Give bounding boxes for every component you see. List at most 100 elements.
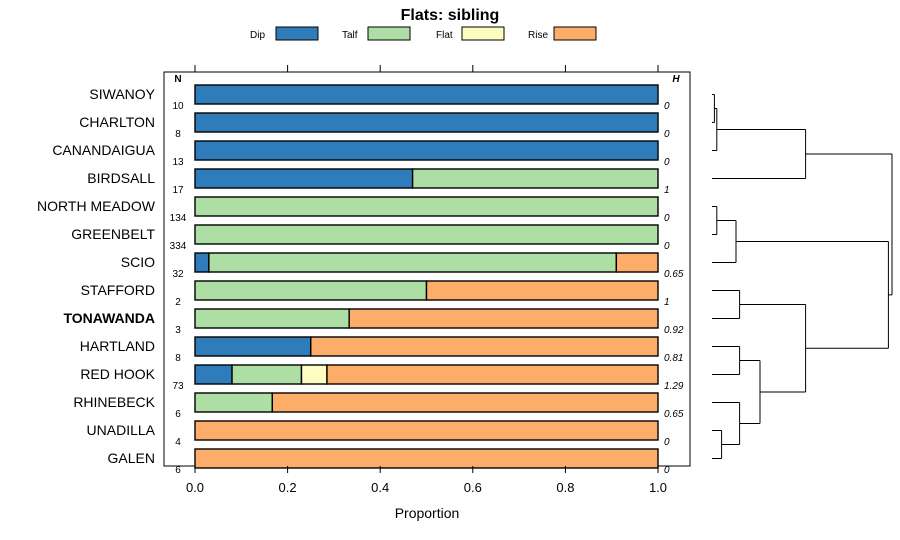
bar-segment-flat: [300, 364, 328, 385]
bar-segment-dip: [194, 364, 233, 385]
category-label: HARTLAND: [80, 338, 155, 354]
n-value: 32: [172, 269, 184, 280]
category-label: SCIO: [121, 254, 155, 270]
bar-row-greenbelt: GREENBELT 334 0: [71, 224, 670, 252]
legend-label-rise: Rise: [528, 30, 548, 41]
dendrogram: [712, 94, 893, 459]
n-value: 73: [172, 381, 184, 392]
bar-row-canandaigua: CANANDAIGUA 13 0: [52, 140, 670, 168]
h-value: 0.81: [664, 353, 683, 364]
n-value: 6: [175, 409, 181, 420]
legend-swatch-rise: [553, 26, 597, 41]
bar-segment-dip: [194, 112, 659, 133]
category-label: GALEN: [108, 450, 155, 466]
category-label: RED HOOK: [80, 366, 155, 382]
category-label: BIRDSALL: [87, 170, 155, 186]
category-label: STAFFORD: [81, 282, 155, 298]
h-value: 0: [664, 241, 670, 252]
h-value: 0: [664, 101, 670, 112]
n-value: 10: [172, 101, 184, 112]
bar-segment-dip: [194, 168, 414, 189]
n-value: 17: [172, 185, 184, 196]
h-value: 0: [664, 129, 670, 140]
h-value: 1: [664, 297, 670, 308]
bar-row-birdsall: BIRDSALL 17 1: [87, 168, 670, 196]
category-label: TONAWANDA: [63, 310, 155, 326]
bar-segment-talf: [208, 252, 618, 273]
legend-label-dip: Dip: [250, 30, 265, 41]
category-label: SIWANOY: [89, 86, 155, 102]
h-value: 0: [664, 213, 670, 224]
axes: 0.0 0.2 0.4 0.6 0.8 1.0: [186, 65, 667, 495]
bar-row-hartland: HARTLAND 8 0.81: [80, 336, 683, 364]
bar-segment-rise: [425, 280, 659, 301]
chart-title: Flats: sibling: [401, 7, 500, 24]
x-tick-label: 0.0: [186, 480, 204, 495]
bar-segment-talf: [194, 196, 659, 217]
h-value: 0: [664, 465, 670, 476]
bar-segment-rise: [194, 420, 659, 441]
bar-row-red-hook: RED HOOK 73 1.29: [80, 364, 684, 392]
category-label: NORTH MEADOW: [37, 198, 156, 214]
x-tick-label: 0.6: [464, 480, 482, 495]
h-value: 1.29: [664, 381, 684, 392]
n-value: 2: [175, 297, 181, 308]
n-value: 8: [175, 353, 181, 364]
bar-segment-rise: [271, 392, 659, 413]
bar-segment-dip: [194, 336, 312, 357]
x-axis-label: Proportion: [395, 505, 460, 521]
bar-row-unadilla: UNADILLA 4 0: [87, 420, 670, 448]
h-column-header: H: [672, 74, 680, 85]
bar-segment-rise: [194, 448, 659, 469]
legend-label-flat: Flat: [436, 30, 453, 41]
bar-segment-talf: [194, 308, 350, 329]
category-label: UNADILLA: [87, 422, 156, 438]
x-tick-label: 0.4: [371, 480, 389, 495]
bar-row-galen: GALEN 6 0: [108, 448, 670, 476]
bar-segment-dip: [194, 84, 659, 105]
legend-label-talf: Talf: [342, 30, 358, 41]
n-value: 134: [170, 213, 187, 224]
bar-segment-rise: [326, 364, 659, 385]
legend-swatch-dip: [275, 26, 319, 41]
bar-row-charlton: CHARLTON 8 0: [79, 112, 670, 140]
bar-segment-talf: [194, 280, 428, 301]
category-label: CHARLTON: [79, 114, 155, 130]
bar-row-stafford: STAFFORD 2 1: [81, 280, 670, 308]
x-tick-label: 0.8: [556, 480, 574, 495]
bar-row-tonawanda: TONAWANDA 3 0.92: [63, 308, 684, 336]
bar-row-north-meadow: NORTH MEADOW 134 0: [37, 196, 670, 224]
h-value: 0: [664, 437, 670, 448]
n-value: 4: [175, 437, 181, 448]
legend: Dip Talf Flat Rise: [250, 26, 597, 41]
bar-row-scio: SCIO 32 0.65: [121, 252, 684, 280]
bar-segment-talf: [194, 224, 659, 245]
bar-segment-dip: [194, 140, 659, 161]
category-label: GREENBELT: [71, 226, 155, 242]
bar-segment-rise: [615, 252, 659, 273]
n-value: 3: [175, 325, 181, 336]
category-label: RHINEBECK: [73, 394, 155, 410]
x-tick-label: 1.0: [649, 480, 667, 495]
bar-segment-rise: [310, 336, 659, 357]
h-value: 0.65: [664, 409, 684, 420]
category-label: CANANDAIGUA: [52, 142, 155, 158]
bar-segment-talf: [194, 392, 274, 413]
h-value: 0.92: [664, 325, 684, 336]
h-value: 0.65: [664, 269, 684, 280]
legend-swatch-flat: [461, 26, 505, 41]
bar-segment-dip: [194, 252, 210, 273]
h-value: 0: [664, 157, 670, 168]
bar-segment-talf: [231, 364, 303, 385]
legend-swatch-talf: [367, 26, 411, 41]
bar-row-rhinebeck: RHINEBECK 6 0.65: [73, 392, 684, 420]
x-tick-label: 0.2: [279, 480, 297, 495]
bar-segment-talf: [411, 168, 659, 189]
n-value: 6: [175, 465, 181, 476]
h-value: 1: [664, 185, 670, 196]
bar-segment-rise: [348, 308, 659, 329]
n-value: 8: [175, 129, 181, 140]
n-value: 334: [170, 241, 187, 252]
